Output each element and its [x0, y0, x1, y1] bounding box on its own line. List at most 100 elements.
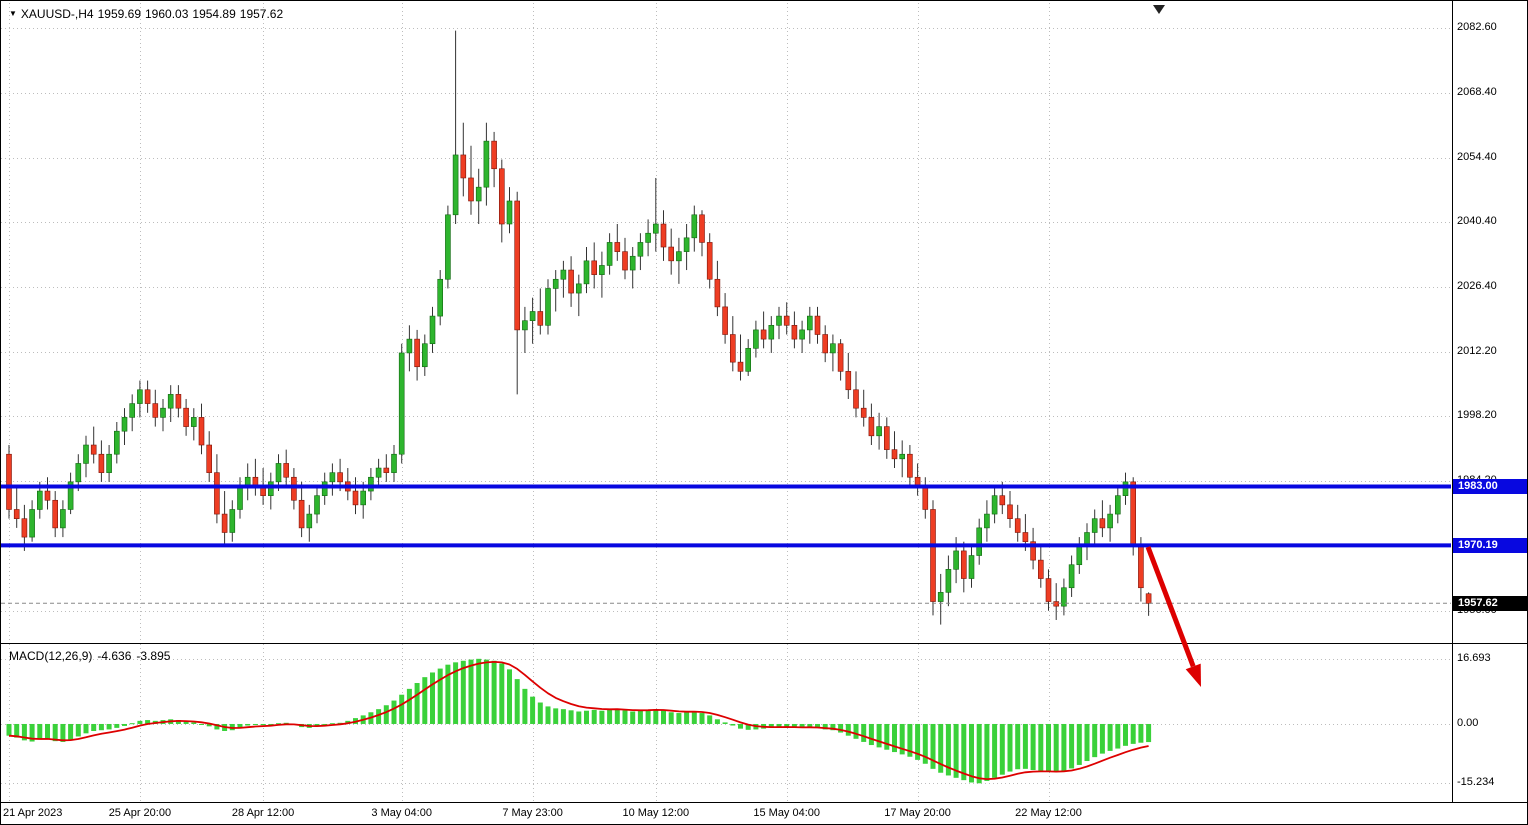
candle [945, 555, 952, 607]
macd-bar [445, 664, 451, 724]
macd-bar [29, 723, 35, 742]
macd-bar [545, 706, 551, 724]
macd-bar [799, 723, 805, 728]
candle [575, 274, 582, 317]
candle [637, 233, 644, 271]
macd-bar [214, 723, 220, 730]
time-axis-label: 25 Apr 20:00 [108, 807, 172, 819]
candle [760, 311, 767, 349]
candle [221, 491, 228, 547]
macd-bar [1130, 723, 1136, 744]
macd-bar [738, 723, 743, 729]
panel-separator[interactable] [1, 643, 1527, 644]
candle [267, 472, 274, 510]
time-axis-separator [1, 802, 1527, 803]
macd-bar [1123, 723, 1128, 746]
ohlc-high: 1960.03 [145, 7, 189, 21]
time-axis-label: 22 May 12:00 [1015, 807, 1082, 819]
macd-bar [122, 723, 127, 726]
macd-bar [60, 723, 66, 742]
candle [737, 334, 744, 381]
main-price-chart[interactable] [1, 3, 1451, 643]
macd-bar [984, 723, 990, 781]
time-axis-label: 15 May 04:00 [753, 807, 821, 819]
macd-bar [129, 723, 135, 725]
candle [437, 270, 444, 326]
macd-bar [1069, 723, 1075, 769]
candle [29, 500, 35, 542]
candle [144, 380, 151, 413]
candle [344, 468, 351, 501]
candle [545, 279, 551, 335]
macd-bar [868, 723, 874, 746]
macd-bar [268, 723, 274, 725]
candle [984, 500, 990, 542]
candle [629, 247, 636, 289]
candle [529, 297, 536, 344]
candle [129, 394, 135, 432]
candle [83, 435, 89, 478]
macd-bar [961, 723, 967, 781]
candle [406, 325, 413, 372]
candle [98, 440, 105, 482]
candle [837, 339, 844, 381]
candle [152, 389, 159, 427]
candle [1084, 523, 1090, 561]
candle [368, 468, 374, 501]
candle [914, 463, 921, 496]
macd-bar [6, 723, 12, 736]
macd-bar [1015, 723, 1021, 770]
macd-bar [1022, 723, 1028, 769]
macd-bar [383, 705, 389, 724]
candle [691, 205, 698, 252]
macd-bar [468, 659, 474, 724]
macd-bar [1030, 723, 1036, 771]
macd-bar [476, 658, 482, 724]
symbol-dropdown-icon[interactable]: ▼ [9, 9, 17, 18]
macd-bar [283, 722, 289, 724]
candle [1122, 472, 1129, 505]
macd-bar [391, 700, 397, 724]
candle [599, 251, 605, 298]
macd-bar [568, 710, 574, 724]
price-axis-label: 2054.40 [1457, 150, 1497, 163]
candle [706, 233, 713, 289]
macd-bar [892, 723, 897, 753]
macd-bar [668, 712, 674, 724]
chart-shift-marker-icon[interactable] [1153, 5, 1165, 14]
macd-bar [1115, 723, 1121, 749]
price-axis-label: 2068.40 [1457, 86, 1497, 99]
macd-bar [75, 723, 81, 737]
candle [614, 224, 621, 261]
macd-bar [422, 677, 428, 724]
candle [776, 306, 782, 340]
candle [506, 187, 513, 234]
candle [568, 256, 574, 307]
candle [306, 504, 313, 542]
candle [237, 477, 243, 519]
candle [976, 518, 983, 565]
macd-bar [329, 723, 335, 725]
macd-bar [938, 723, 944, 773]
macd-bar [1053, 723, 1059, 772]
candle [1145, 592, 1152, 616]
macd-signal-value: -3.895 [136, 649, 171, 663]
candle [1053, 583, 1059, 620]
macd-bar [722, 722, 728, 724]
macd-bar [252, 723, 258, 725]
candle [468, 145, 474, 215]
macd-bar [37, 723, 43, 740]
candle [814, 306, 821, 344]
macd-bar [853, 723, 859, 739]
candle [1061, 578, 1067, 616]
macd-indicator-panel[interactable] [1, 644, 1451, 802]
macd-bar [630, 711, 636, 724]
candle [868, 403, 875, 446]
candle [899, 440, 906, 478]
macd-bar [1107, 723, 1113, 751]
macd-bar [499, 663, 505, 724]
macd-bar [537, 702, 543, 724]
candle [183, 398, 189, 436]
candle [1091, 509, 1098, 547]
symbol-label: XAUUSD-,H4 [20, 7, 94, 21]
